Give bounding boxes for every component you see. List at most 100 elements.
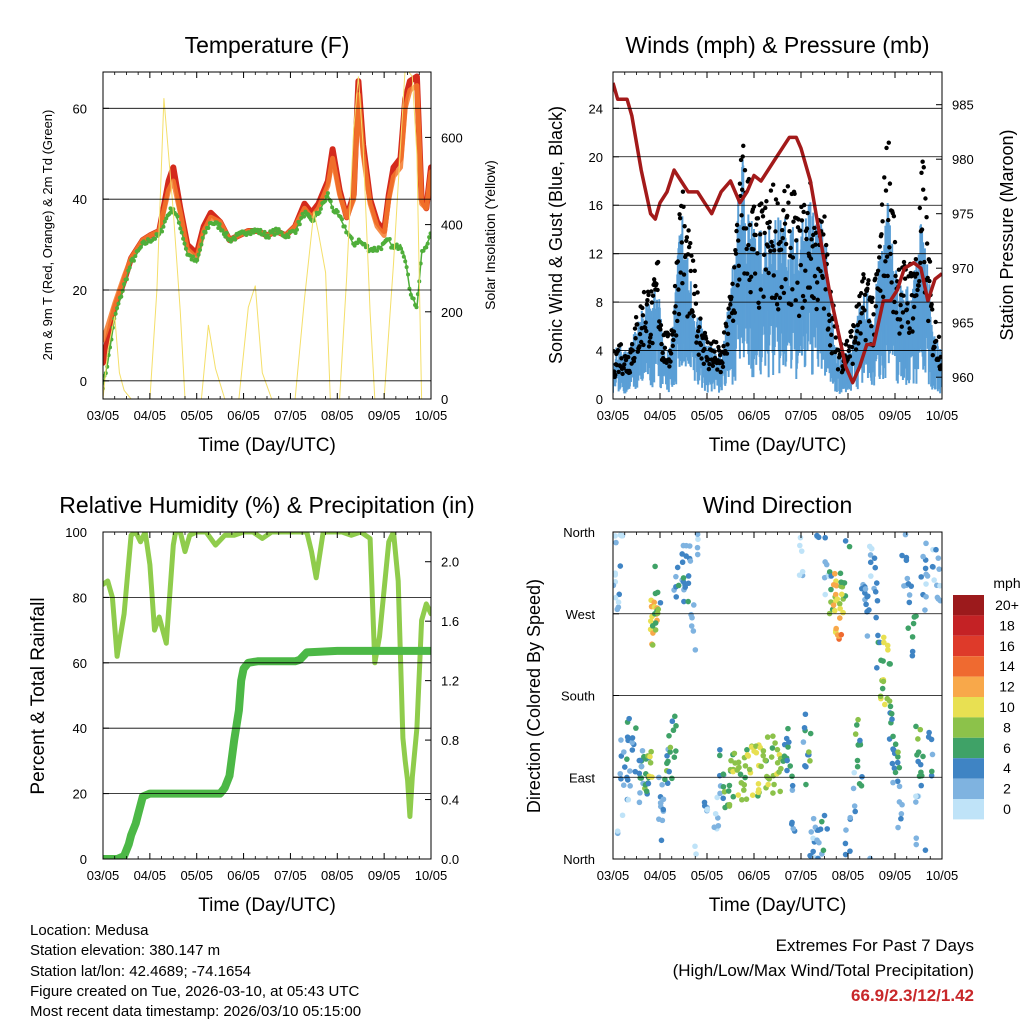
gust-point — [675, 259, 681, 264]
direction-point — [636, 799, 643, 806]
gust-point — [734, 228, 739, 234]
gust-point — [633, 315, 639, 320]
direction-point — [656, 816, 662, 822]
gust-point — [923, 196, 928, 201]
dewpoint-point — [339, 217, 344, 222]
direction-point — [770, 790, 776, 796]
gust-point — [762, 230, 767, 236]
gust-point — [730, 318, 736, 323]
direction-point — [920, 753, 926, 760]
gust-point — [882, 175, 887, 180]
gust-point — [936, 334, 942, 339]
direction-point — [915, 736, 921, 742]
gust-point — [809, 237, 814, 242]
gust-point — [785, 184, 791, 189]
gust-point — [897, 317, 903, 322]
direction-point — [744, 746, 750, 753]
gust-point — [813, 242, 818, 247]
direction-point — [797, 534, 804, 541]
gust-point — [924, 241, 930, 246]
gust-point — [637, 331, 643, 337]
direction-point — [798, 548, 805, 554]
gust-point — [685, 252, 691, 257]
gust-point — [919, 170, 924, 176]
direction-point — [762, 757, 769, 764]
x-tick-label: 09/05 — [368, 408, 401, 423]
gust-point — [666, 331, 671, 337]
gust-point — [715, 367, 720, 372]
gust-point — [726, 314, 732, 320]
direction-point — [884, 642, 891, 649]
x-tick-label: 09/05 — [879, 868, 912, 883]
direction-point — [857, 741, 864, 748]
dewpoint-point — [116, 301, 121, 306]
colorbar-title: mph — [993, 575, 1020, 591]
direction-point — [915, 758, 921, 765]
gust-point — [783, 277, 788, 282]
dewpoint-point — [124, 277, 129, 282]
direction-point — [926, 729, 932, 736]
extreme-sep-3: / — [936, 986, 941, 1005]
gust-point — [698, 342, 704, 348]
gust-point — [814, 280, 820, 285]
x-tick-label: 03/05 — [597, 868, 630, 883]
gust-point — [847, 354, 853, 359]
gust-point — [773, 197, 779, 202]
direction-point — [787, 763, 794, 769]
gust-point — [853, 335, 858, 340]
extreme-low: 2.3 — [888, 986, 913, 1005]
direction-point — [692, 843, 698, 850]
direction-point — [807, 758, 813, 764]
direction-point — [807, 852, 813, 859]
direction-point — [810, 815, 817, 822]
direction-point — [737, 771, 744, 778]
gust-point — [680, 280, 685, 286]
direction-point — [928, 768, 935, 775]
direction-point — [673, 573, 679, 580]
direction-point — [866, 607, 872, 613]
gust-point — [919, 227, 925, 232]
dewpoint-point — [387, 236, 392, 241]
gust-point — [803, 268, 808, 273]
gust-point — [875, 268, 881, 273]
gust-point — [668, 359, 673, 364]
dewpoint-point — [138, 244, 143, 249]
direction-point — [810, 848, 816, 855]
gust-point — [699, 356, 704, 361]
direction-point — [772, 740, 778, 746]
dewpoint-point — [190, 254, 195, 259]
station-info: Location: Medusa Station elevation: 380.… — [30, 921, 361, 1022]
dewpoint-point — [153, 236, 158, 241]
gust-point — [742, 168, 748, 173]
gust-point — [633, 336, 638, 341]
gust-point — [915, 287, 920, 293]
direction-point — [803, 781, 809, 788]
gust-point — [896, 267, 902, 272]
gust-point — [904, 307, 910, 312]
gust-point — [734, 222, 740, 228]
gust-point — [724, 324, 729, 329]
direction-point — [915, 749, 922, 755]
direction-point — [904, 575, 911, 582]
gust-point — [782, 188, 787, 194]
gust-point — [898, 302, 903, 308]
colorbar-swatch — [953, 595, 984, 616]
gust-point — [746, 242, 751, 248]
gust-point — [766, 270, 771, 276]
gust-point — [849, 344, 855, 350]
gust-point — [813, 230, 819, 235]
gust-point — [765, 244, 771, 249]
direction-point — [717, 790, 723, 797]
direction-point — [885, 647, 891, 653]
gust-point — [685, 314, 690, 319]
gust-point — [883, 188, 889, 193]
gust-point — [758, 232, 763, 237]
gust-point — [645, 298, 650, 303]
plot-area — [613, 532, 942, 859]
gust-point — [654, 281, 659, 287]
gust-point — [696, 352, 701, 357]
direction-point — [923, 540, 929, 547]
y-tick-label: 20 — [589, 150, 603, 165]
colorbar-swatch — [953, 778, 984, 799]
gust-point — [754, 222, 759, 227]
